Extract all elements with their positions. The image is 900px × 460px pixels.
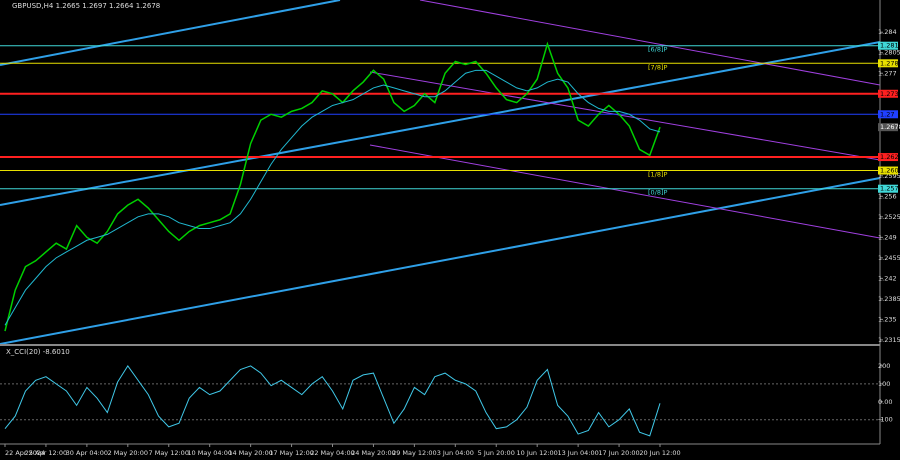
x-tick-label: 20 Jun 12:00 xyxy=(639,449,680,457)
x-tick-label: 2 May 20:00 xyxy=(108,449,148,457)
x-tick-label: 17 May 12:00 xyxy=(269,449,314,457)
trend-lines xyxy=(0,0,881,345)
channel-lines xyxy=(369,0,881,239)
level-name: [0/8]P xyxy=(648,189,668,197)
x-tick-label: 7 May 12:00 xyxy=(149,449,189,457)
price-badge xyxy=(878,123,898,132)
y-tick-label: 1.2455 xyxy=(878,254,900,262)
level-value: 1.2604 xyxy=(880,167,900,175)
y-tick-label: 1.284 xyxy=(878,28,897,36)
x-tick-label: 22 May 04:00 xyxy=(310,449,355,457)
series-line xyxy=(4,69,661,326)
level-name: [6/8]P xyxy=(648,46,668,54)
series-line xyxy=(4,365,661,437)
level-badge xyxy=(878,184,898,193)
level-badge xyxy=(878,89,898,98)
level-value: 1.2787 xyxy=(880,59,900,67)
level-value: 1.2573 xyxy=(880,185,900,193)
x-tick-label: 22 Apr 2024 xyxy=(5,449,45,457)
x-tick-label: 13 Jun 04:00 xyxy=(557,449,598,457)
level-value: 1.27 xyxy=(880,110,894,118)
y-tick-label: 1.2385 xyxy=(878,295,900,303)
channel-line xyxy=(369,144,881,239)
level-badge xyxy=(878,166,898,175)
y-tick-label: 1.2805 xyxy=(878,49,900,57)
y-tick-label: 1.249 xyxy=(878,233,897,241)
chart-title: GBPUSD,H4 1.2665 1.2697 1.2664 1.2678 xyxy=(12,2,160,10)
x-tick-label: 17 Jun 20:00 xyxy=(598,449,639,457)
x-tick-label: 30 Apr 04:00 xyxy=(66,449,108,457)
x-tick-label: 29 May 12:00 xyxy=(392,449,437,457)
y-tick-label: 0.00 xyxy=(878,398,892,406)
trend-line xyxy=(0,177,881,345)
level-badge xyxy=(878,59,898,68)
y-tick-label: 1.2525 xyxy=(878,213,900,221)
indicator-title: X_CCI(20) -8.6010 xyxy=(6,348,70,356)
level-value: 1.2817 xyxy=(880,42,900,50)
y-tick-label: 1.2595 xyxy=(878,172,900,180)
y-tick-label: 1.256 xyxy=(878,192,897,200)
channel-line xyxy=(419,0,881,86)
x-tick-label: 14 May 20:00 xyxy=(228,449,273,457)
level-value: 1.2627 xyxy=(880,153,900,161)
x-tick-label: 5 Jun 20:00 xyxy=(478,449,515,457)
level-name: [1/8]P xyxy=(648,171,668,179)
last-price: 1.2678 xyxy=(880,123,900,131)
x-tick-label: 10 May 04:00 xyxy=(187,449,232,457)
y-tick-label: 1.277 xyxy=(878,69,897,77)
x-tick-label: 3 Jun 04:00 xyxy=(437,449,474,457)
level-badge xyxy=(878,110,898,119)
x-tick-label: 10 Jun 12:00 xyxy=(517,449,558,457)
level-badge xyxy=(878,153,898,162)
x-tick-label: 24 May 20:00 xyxy=(351,449,396,457)
y-tick-label: 1.242 xyxy=(878,274,897,282)
x-tick-label: 25 Apr 12:00 xyxy=(25,449,67,457)
level-badge xyxy=(878,41,898,50)
channel-line xyxy=(369,71,881,161)
y-tick-label: -100 xyxy=(878,416,893,424)
level-value: 1.2735 xyxy=(880,90,900,98)
y-tick-label: 1.2315 xyxy=(878,336,900,344)
y-tick-label: 1.235 xyxy=(878,315,897,323)
level-name: [7/8]P xyxy=(648,63,668,71)
trend-line xyxy=(0,0,341,66)
trend-line xyxy=(0,41,881,206)
y-tick-label: 100 xyxy=(878,380,890,388)
series-line xyxy=(4,41,661,332)
y-tick-label: 200 xyxy=(878,362,890,370)
